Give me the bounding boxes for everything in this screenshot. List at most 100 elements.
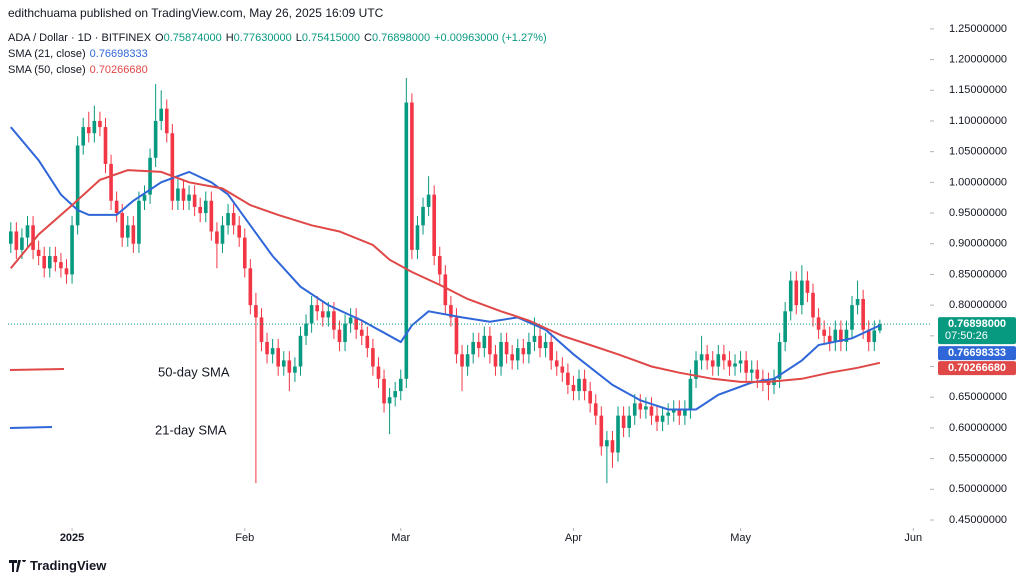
candle-body xyxy=(176,188,180,201)
candle-body xyxy=(293,366,297,373)
candle-body xyxy=(504,341,509,355)
candle-body xyxy=(532,335,537,342)
y-tick-label: 0.45000000 xyxy=(949,514,1007,526)
y-tick-label: 1.15000000 xyxy=(949,84,1007,96)
candle-body xyxy=(75,145,80,226)
candle-body xyxy=(644,406,648,410)
candle-body xyxy=(209,200,214,232)
candle-body xyxy=(109,163,113,201)
candle-body xyxy=(499,341,503,367)
candle-body xyxy=(270,348,275,355)
candle-body xyxy=(621,415,626,428)
candle-body xyxy=(153,120,158,158)
candle-body xyxy=(114,200,119,214)
candle-body xyxy=(794,280,799,306)
price-tag xyxy=(938,317,1016,345)
quote-value: 0.75874000 xyxy=(163,32,222,44)
candle-body xyxy=(460,354,464,367)
candle-body xyxy=(315,305,320,312)
x-tick-label: May xyxy=(730,532,751,544)
candle-body xyxy=(549,341,553,361)
quote-key: L xyxy=(295,32,302,44)
candle-body xyxy=(237,225,242,238)
candle-body xyxy=(632,403,637,416)
y-tick-label: 0.60000000 xyxy=(949,422,1007,434)
candle-body xyxy=(710,360,715,367)
candle-body xyxy=(120,213,125,238)
countdown: 07:50:26 xyxy=(945,330,988,342)
candle-body xyxy=(733,363,737,367)
x-tick-label: 2025 xyxy=(60,532,84,544)
candle-body xyxy=(538,335,542,349)
candle-body xyxy=(627,415,631,428)
candle-body xyxy=(410,102,414,250)
candle-body xyxy=(14,231,19,250)
candle-body xyxy=(694,360,698,379)
x-tick-label: Mar xyxy=(391,532,410,544)
candle-body xyxy=(421,206,425,226)
candle-body xyxy=(8,231,13,244)
candle-body xyxy=(198,206,203,214)
candle-body xyxy=(855,298,860,306)
legend-row: SMA (50, close) 0.70266680 xyxy=(8,64,551,76)
candle-body xyxy=(354,317,358,330)
candle-body xyxy=(159,108,164,121)
candle-body xyxy=(783,311,787,342)
candle-body xyxy=(81,127,86,146)
candle-body xyxy=(309,305,314,324)
candle-body xyxy=(599,415,604,447)
legend-entry: SMA (21, close) xyxy=(8,48,86,60)
quote-value: 0.76898000 xyxy=(372,32,431,44)
y-tick-label: 0.65000000 xyxy=(949,391,1007,403)
candle-body xyxy=(722,354,726,361)
candle-body xyxy=(671,409,676,413)
candle-body xyxy=(588,391,592,404)
candle-body xyxy=(666,412,670,416)
candle-body xyxy=(749,369,754,373)
candle-body xyxy=(738,360,743,364)
y-tick-label: 1.20000000 xyxy=(949,53,1007,65)
candle-body xyxy=(655,415,659,422)
change: +0.00963000 (+1.27%) xyxy=(434,32,547,44)
candle-body xyxy=(432,194,436,257)
candle-body xyxy=(638,403,643,410)
candle-body xyxy=(488,335,492,355)
candle-body xyxy=(248,268,253,306)
candle-body xyxy=(348,317,353,324)
candle-body xyxy=(811,292,815,318)
candle-body xyxy=(560,366,565,373)
candle-body xyxy=(610,440,615,453)
candle-body xyxy=(800,280,804,306)
candle-body xyxy=(287,360,292,373)
candle-body xyxy=(20,237,24,250)
candle-body xyxy=(744,360,748,373)
candle-body xyxy=(203,200,208,214)
x-tick-label: Jun xyxy=(904,532,922,544)
candle-body xyxy=(125,225,130,238)
candle-body xyxy=(805,280,810,293)
candle-body xyxy=(844,329,849,342)
legend-row: ADA / Dollar · 1D · BITFINEX O0.75874000 H… xyxy=(8,32,551,44)
candle-body xyxy=(577,378,581,392)
candle-body xyxy=(616,415,620,453)
candle-body xyxy=(326,311,331,318)
candle-body xyxy=(827,335,832,342)
candle-body xyxy=(521,348,526,355)
candle-body xyxy=(878,324,882,331)
candle-body xyxy=(415,225,420,250)
candle-body xyxy=(359,329,364,336)
candle-body xyxy=(515,348,520,361)
price-tag-label: 0.76898000 xyxy=(948,318,1006,330)
sma-line xyxy=(10,169,881,383)
candle-body xyxy=(365,335,370,349)
candle-body xyxy=(766,381,771,385)
y-tick-label: 0.50000000 xyxy=(949,483,1007,495)
candle-body xyxy=(276,348,281,367)
candle-body xyxy=(866,329,871,342)
candle-body xyxy=(593,403,598,416)
candle-body xyxy=(98,120,102,128)
candle-body xyxy=(683,409,687,416)
candle-body xyxy=(493,354,498,367)
candle-body xyxy=(220,225,225,244)
